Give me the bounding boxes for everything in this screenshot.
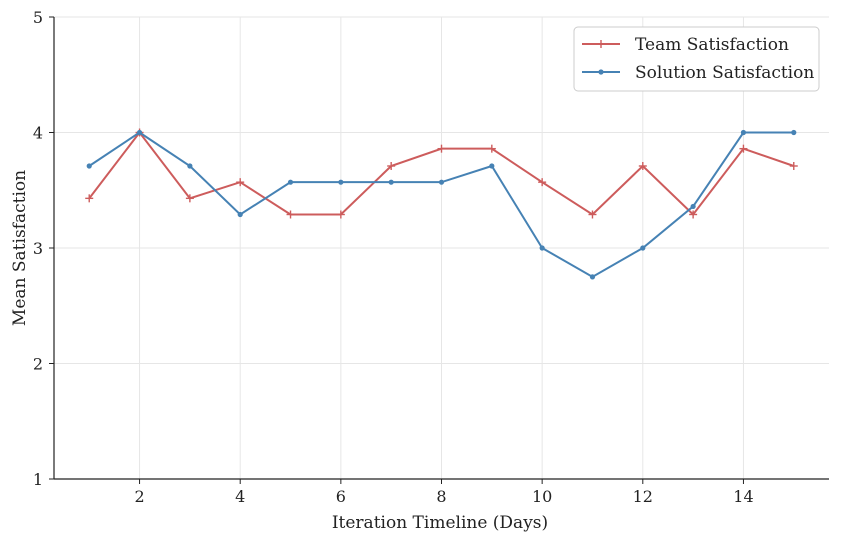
- x-tick-label: 2: [134, 487, 144, 506]
- data-point: [589, 274, 596, 280]
- legend-swatch-marker: [597, 40, 605, 48]
- series-group: [85, 128, 798, 280]
- data-point: [690, 203, 696, 210]
- legend-label: Team Satisfaction: [635, 35, 789, 55]
- x-tick-label: 6: [336, 487, 346, 506]
- series-solution-satisfaction: [86, 129, 797, 280]
- y-tick-label: 3: [33, 239, 43, 258]
- y-axis-title: Mean Satisfaction: [10, 170, 30, 326]
- data-point: [489, 163, 495, 169]
- data-point: [236, 178, 245, 187]
- y-tick-label: 5: [33, 8, 43, 27]
- data-point: [387, 161, 396, 170]
- series-team-satisfaction: [85, 128, 798, 219]
- data-point: [791, 129, 797, 136]
- data-point: [237, 211, 243, 218]
- y-tick-label: 4: [33, 124, 43, 143]
- data-point: [287, 179, 294, 185]
- data-point: [136, 129, 143, 136]
- data-point: [538, 178, 547, 187]
- data-point: [539, 245, 545, 251]
- x-tick-label: 10: [532, 487, 552, 506]
- data-point: [86, 163, 92, 169]
- data-point: [85, 194, 94, 203]
- legend-entry: Solution Satisfaction: [582, 63, 814, 83]
- legend-swatch-marker: [598, 69, 604, 75]
- legend: Team Satisfaction Solution Satisfaction: [573, 26, 820, 92]
- data-point: [789, 161, 798, 170]
- data-point: [638, 161, 647, 170]
- data-point: [336, 210, 345, 219]
- x-tick-label: 12: [633, 487, 653, 506]
- data-point: [187, 163, 193, 169]
- data-point: [487, 144, 496, 153]
- data-point: [640, 245, 646, 251]
- y-tick-label: 1: [33, 470, 43, 489]
- data-point: [437, 144, 446, 153]
- legend-box: [573, 26, 820, 92]
- legend-label: Solution Satisfaction: [635, 63, 814, 83]
- data-point: [689, 210, 698, 219]
- data-point: [185, 194, 194, 203]
- y-tick-label: 2: [33, 355, 43, 374]
- data-point: [588, 210, 597, 219]
- data-point: [438, 179, 445, 185]
- data-point: [338, 179, 344, 185]
- x-axis-title: Iteration Timeline (Days): [332, 513, 548, 533]
- legend-entry: Team Satisfaction: [582, 35, 789, 55]
- x-tick-label: 14: [733, 487, 753, 506]
- data-point: [740, 129, 747, 136]
- data-point: [388, 179, 394, 185]
- x-tick-label: 8: [436, 487, 446, 506]
- x-tick-label: 4: [235, 487, 245, 506]
- data-point: [739, 144, 748, 153]
- data-point: [286, 210, 295, 219]
